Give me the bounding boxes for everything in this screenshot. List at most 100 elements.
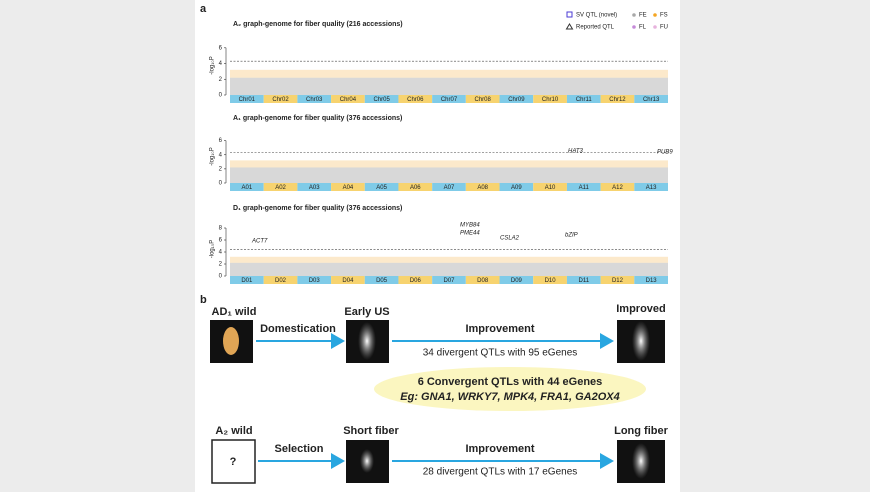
chromosome-label: D09 <box>511 278 523 284</box>
note: 28 divergent QTLs with 17 eGenes <box>423 467 578 478</box>
legend-label: FS <box>660 13 668 19</box>
chromosome-label: Chr10 <box>542 97 559 103</box>
chromosome-label: A07 <box>444 185 455 191</box>
chromosome-band <box>600 95 635 103</box>
y-tick-label: 2 <box>219 77 223 83</box>
y-tick-label: 2 <box>219 262 223 268</box>
stage-label: Short fiber <box>343 425 399 437</box>
chromosome-band <box>634 276 668 284</box>
y-axis-label: -log₁₀P <box>210 240 216 259</box>
chromosome-label: Chr08 <box>475 97 492 103</box>
chromosome-band <box>465 183 500 191</box>
chromosome-band <box>364 276 399 284</box>
gene-label: ACT7 <box>251 239 268 245</box>
chromosome-band <box>499 95 534 103</box>
chromosome-label: Chr11 <box>576 97 593 103</box>
step-label: Selection <box>275 443 324 455</box>
gene-label: CSLA2 <box>500 236 520 242</box>
gene-label: MYB84 <box>460 223 480 229</box>
y-tick-label: 2 <box>219 166 223 172</box>
chromosome-label: Chr02 <box>272 97 289 103</box>
legend-swatch <box>632 13 636 17</box>
chromosome-label: D13 <box>646 278 658 284</box>
manhattan-plots: A₂ graph-genome for fiber quality (216 a… <box>210 21 674 284</box>
panel-label: a <box>200 3 207 15</box>
chromosome-label: D04 <box>342 278 354 284</box>
chromosome-band <box>432 95 466 103</box>
chromosome-band <box>432 183 466 191</box>
chromosome-label: D07 <box>443 278 455 284</box>
chromosome-band <box>600 183 635 191</box>
gene-label: bZIP <box>565 233 578 239</box>
y-tick-label: 4 <box>219 61 223 67</box>
chromosome-band <box>465 276 500 284</box>
chromosome-band <box>364 183 399 191</box>
chromosome-label: D10 <box>545 278 557 284</box>
chromosome-label: D11 <box>578 278 589 284</box>
chromosome-band <box>533 276 567 284</box>
y-tick-label: 6 <box>219 45 223 51</box>
chromosome-band <box>398 95 433 103</box>
plot-title: A₁ graph-genome for fiber quality (376 a… <box>233 115 402 122</box>
y-tick-label: 0 <box>219 93 223 99</box>
chromosome-label: Chr13 <box>643 97 660 103</box>
chromosome-label: Chr09 <box>508 97 525 103</box>
chromosome-label: D12 <box>612 278 624 284</box>
chromosome-label: A13 <box>646 185 657 191</box>
chromosome-band <box>331 95 365 103</box>
chromosome-label: A12 <box>612 185 623 191</box>
chromosome-band <box>398 276 433 284</box>
legend-swatch <box>632 25 636 29</box>
signal-band <box>230 160 668 168</box>
chromosome-band <box>263 276 298 284</box>
fiber <box>632 321 650 361</box>
chromosome-label: D03 <box>309 278 321 284</box>
chromosome-band <box>634 183 668 191</box>
stage-label: A₂ wild <box>215 425 252 437</box>
chromosome-band <box>297 95 332 103</box>
y-tick-label: 6 <box>219 138 223 144</box>
chromosome-band <box>465 95 500 103</box>
chromosome-label: Chr01 <box>239 97 256 103</box>
chromosome-label: D02 <box>275 278 287 284</box>
gene-label: PME44 <box>460 231 480 237</box>
chromosome-label: A04 <box>343 185 354 191</box>
y-tick-label: 4 <box>219 152 223 158</box>
y-tick-label: 0 <box>219 274 223 280</box>
y-tick-label: 6 <box>219 238 223 244</box>
chromosome-band <box>263 183 298 191</box>
chromosome-label: D05 <box>376 278 388 284</box>
legend-swatch <box>566 11 573 18</box>
chromosome-label: A03 <box>309 185 320 191</box>
convergent-title: 6 Convergent QTLs with 44 eGenes <box>418 376 603 388</box>
chromosome-label: Chr05 <box>373 97 390 103</box>
gene-label: HAT3 <box>568 149 584 155</box>
stage-label: AD₁ wild <box>212 306 257 318</box>
chromosome-band <box>566 276 601 284</box>
chromosome-band <box>566 95 601 103</box>
plot-title: D₁ graph-genome for fiber quality (376 a… <box>233 205 402 212</box>
legend-swatch <box>653 25 657 29</box>
chromosome-band <box>398 183 433 191</box>
fiber <box>223 327 239 355</box>
chromosome-band <box>533 183 567 191</box>
chromosome-label: Chr04 <box>340 97 357 103</box>
chromosome-band <box>566 183 601 191</box>
panel-label: b <box>200 294 207 306</box>
step-label: Improvement <box>465 323 534 335</box>
legend-label: FL <box>639 25 647 31</box>
chromosome-band <box>499 183 534 191</box>
chromosome-band <box>230 95 264 103</box>
legend: SV QTL (novel) Reported QTL FE FS FL FU <box>565 11 668 31</box>
chromosome-band <box>297 183 332 191</box>
chromosome-band <box>499 276 534 284</box>
fiber <box>360 449 374 473</box>
chromosome-label: A09 <box>511 185 522 191</box>
fiber <box>358 322 376 360</box>
signal-band <box>230 77 668 95</box>
step-label: Improvement <box>465 443 534 455</box>
stage-label: Early US <box>344 306 389 318</box>
chromosome-band <box>634 95 668 103</box>
chromosome-band <box>331 276 365 284</box>
